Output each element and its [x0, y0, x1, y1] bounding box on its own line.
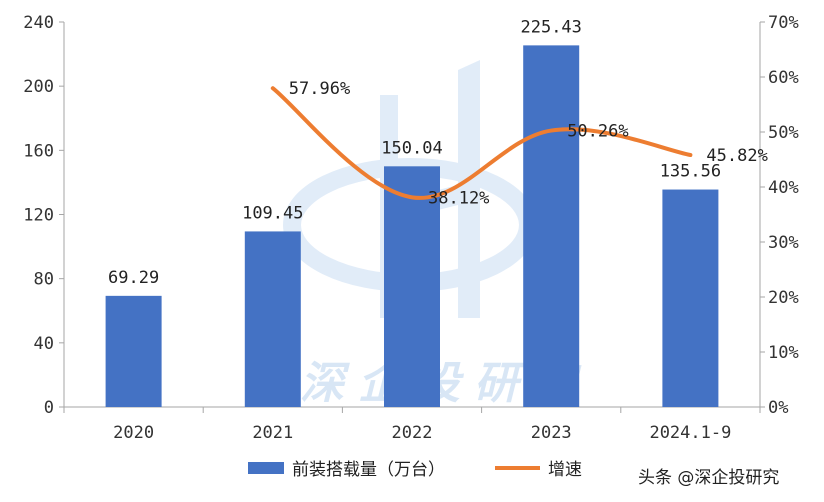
- bar: [523, 45, 580, 407]
- line-point: [271, 86, 275, 90]
- bar: [105, 295, 162, 407]
- y-right-tick-label: 50%: [768, 123, 799, 143]
- legend-label-bar: 前装搭载量（万台）: [292, 460, 445, 480]
- y-left-tick-label: 0: [44, 398, 54, 418]
- y-left-tick-label: 80: [34, 270, 54, 290]
- bar-value-label: 150.04: [381, 138, 442, 158]
- y-left-tick-label: 40: [34, 334, 54, 354]
- bar: [662, 189, 719, 407]
- line-point: [549, 129, 553, 133]
- y-left-tick-label: 160: [23, 141, 54, 161]
- y-left-tick-label: 120: [23, 206, 54, 226]
- y-left-tick-label: 240: [23, 13, 54, 33]
- credit-text: 头条 @深企投研究: [638, 468, 779, 488]
- x-tick-label: 2024.1-9: [649, 423, 731, 443]
- bar-value-label: 135.56: [660, 162, 721, 182]
- line-series: [270, 86, 693, 200]
- bar: [244, 231, 301, 407]
- line-value-label: 50.26%: [567, 122, 628, 142]
- line-value-label: 45.82%: [706, 146, 767, 166]
- x-tick-label: 2020: [113, 423, 154, 443]
- bar-value-label: 109.45: [242, 203, 303, 223]
- bar: [384, 166, 440, 407]
- bar-value-label: 225.43: [520, 17, 581, 37]
- y-right-tick-label: 10%: [768, 343, 799, 363]
- y-right-tick-label: 20%: [768, 288, 799, 308]
- line-point: [688, 153, 692, 157]
- line-point: [410, 195, 414, 199]
- y-left-tick-label: 200: [23, 77, 54, 97]
- y-right-tick-label: 30%: [768, 233, 799, 253]
- y-right-tick-label: 60%: [768, 68, 799, 88]
- line-value-label: 57.96%: [289, 79, 350, 99]
- x-tick-label: 2023: [531, 423, 572, 443]
- legend-swatch-bar: [248, 462, 284, 474]
- data-labels: 69.29 109.45 150.04 225.43 135.56 57.96% 38.12…: [108, 17, 768, 287]
- bar-value-label: 69.29: [108, 268, 159, 288]
- bar-series: [105, 45, 719, 407]
- y-right-tick-label: 0%: [768, 398, 788, 418]
- line-value-label: 38.12%: [428, 188, 489, 208]
- growth-line: [270, 86, 693, 200]
- y-right-tick-label: 70%: [768, 13, 799, 33]
- legend: 前装搭载量（万台） 增速: [248, 460, 582, 480]
- x-tick-label: 2021: [252, 423, 293, 443]
- y-right-tick-label: 40%: [768, 178, 799, 198]
- x-tick-label: 2022: [392, 423, 433, 443]
- legend-label-line: 增速: [548, 460, 582, 480]
